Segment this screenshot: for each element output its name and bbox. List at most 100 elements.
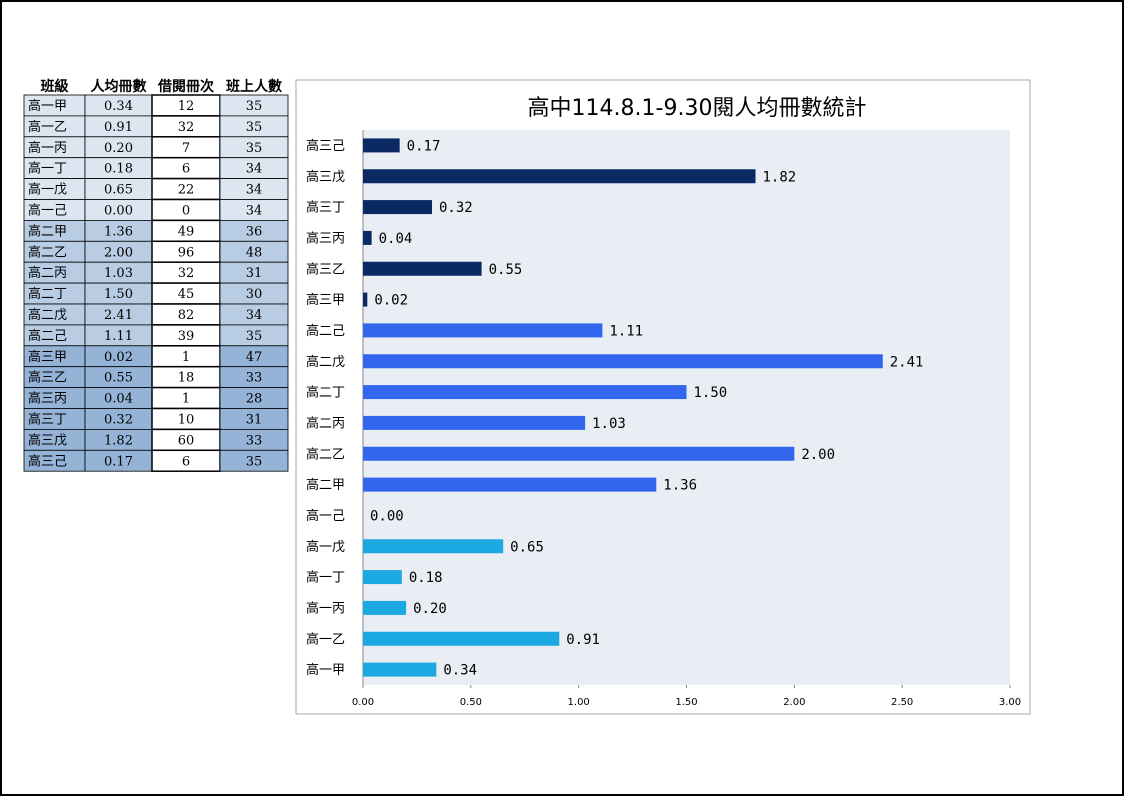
cell-text: 1.36 [104,224,133,239]
y-tick-label: 高二丙 [306,415,345,431]
y-tick-label: 高三丙 [306,230,345,246]
bar [363,570,402,585]
cell-text: 45 [178,287,195,302]
x-tick-label: 0.00 [352,697,374,708]
x-tick-label: 2.00 [783,697,805,708]
cell-text: 0.02 [104,350,133,365]
cell-text: 49 [178,224,195,239]
cell-text: 60 [178,433,195,448]
value-label: 1.82 [763,169,797,185]
cell-text: 1.82 [104,433,133,448]
cell-text: 0.55 [104,371,133,386]
x-tick-label: 3.00 [999,697,1021,708]
bar [363,323,603,338]
y-tick-label: 高二戊 [306,354,345,370]
bar [363,200,433,215]
cell-text: 0.32 [104,412,133,427]
value-label: 2.00 [801,447,835,463]
value-label: 0.65 [510,539,544,555]
y-tick-label: 高一丙 [306,600,345,616]
y-tick-label: 高三己 [306,138,345,154]
cell-text: 高三乙 [28,370,67,386]
value-label: 1.36 [663,478,697,494]
bar [363,169,756,184]
x-tick-label: 1.00 [568,697,590,708]
cell-text: 2.00 [104,245,133,260]
cell-text: 32 [178,120,195,135]
cell-text: 高二戊 [28,307,67,323]
cell-text: 0.91 [104,120,133,135]
cell-text: 0.17 [104,454,133,469]
cell-text: 28 [246,392,263,407]
cell-text: 高三丁 [28,411,67,427]
cell-text: 96 [178,245,195,260]
x-tick-label: 1.50 [675,697,697,708]
cell-text: 1 [182,392,190,407]
cell-text: 7 [182,141,190,156]
cell-text: 31 [246,412,263,427]
value-label: 0.17 [407,138,441,154]
cell-text: 高三戊 [28,432,67,448]
chart-title: 高中114.8.1-9.30閱人均冊數統計 [528,96,867,121]
bar [363,631,560,646]
cell-text: 35 [246,99,263,114]
y-tick-label: 高一己 [306,508,345,524]
y-tick-label: 高三丁 [306,200,345,216]
cell-text: 12 [178,99,195,114]
cell-text: 高一戊 [28,182,67,198]
y-tick-label: 高二乙 [306,446,345,462]
bar [363,292,368,307]
cell-text: 35 [246,120,263,135]
cell-text: 0.34 [104,99,133,114]
bar [363,230,372,245]
cell-text: 48 [246,245,263,260]
y-tick-label: 高一戊 [306,539,345,555]
bar [363,261,482,276]
cell-text: 6 [182,162,190,177]
cell-text: 1.03 [104,266,133,281]
cell-text: 高二乙 [28,244,67,260]
bar [363,600,407,615]
value-label: 0.04 [379,231,413,247]
cell-text: 0.20 [104,141,133,156]
value-label: 1.50 [694,385,728,401]
cell-text: 33 [246,371,263,386]
y-tick-label: 高二甲 [306,477,345,493]
value-label: 0.55 [489,262,523,278]
cell-text: 10 [178,412,195,427]
y-tick-label: 高三乙 [306,261,345,277]
cell-text: 36 [246,224,263,239]
cell-text: 31 [246,266,263,281]
cell-text: 高一丁 [28,161,67,177]
value-label: 2.41 [890,354,924,370]
bar [363,138,400,153]
value-label: 0.34 [443,663,477,679]
bar [363,446,795,461]
table-header: 借閱冊次 [157,78,214,95]
cell-text: 1.11 [104,329,133,344]
bar [363,354,883,369]
y-tick-label: 高二己 [306,323,345,339]
bar [363,477,657,492]
cell-text: 0.00 [104,203,133,218]
table-header: 班上人數 [226,78,282,95]
value-label: 1.03 [592,416,626,432]
value-label: 0.20 [413,601,447,617]
y-tick-label: 高一甲 [306,662,345,678]
cell-text: 高一甲 [28,98,67,114]
value-label: 1.11 [609,323,643,339]
cell-text: 33 [246,433,263,448]
cell-text: 34 [246,162,263,177]
table-cell [219,449,289,472]
cell-text: 34 [246,308,263,323]
cell-text: 82 [178,308,195,323]
value-label: 0.02 [374,293,408,309]
y-tick-label: 高三甲 [306,292,345,308]
cell-text: 39 [178,329,195,344]
cell-text: 18 [178,371,195,386]
cell-text: 0.65 [104,183,133,198]
y-tick-label: 高三戊 [306,169,345,185]
cell-text: 高三甲 [28,349,67,365]
cell-text: 0.18 [104,162,133,177]
